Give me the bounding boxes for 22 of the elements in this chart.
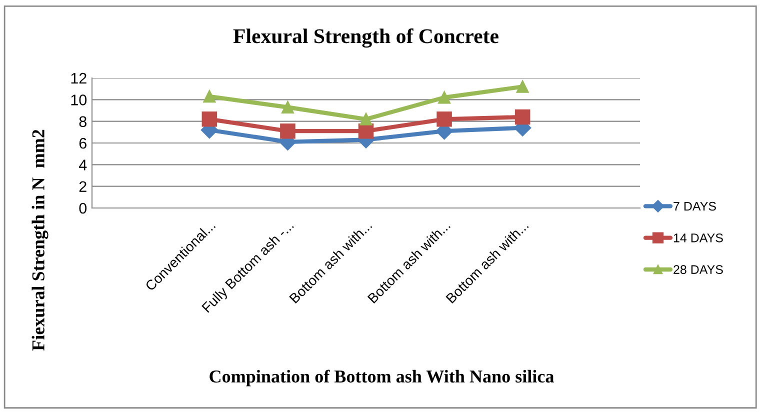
legend-label: 28 DAYS	[674, 265, 723, 274]
y-tick-label: 8	[79, 116, 86, 128]
point	[203, 90, 216, 103]
y-tick-label: 12	[71, 72, 86, 84]
point	[514, 109, 530, 125]
y-tick-label: 4	[78, 160, 87, 170]
legend-label: 7 DAYS	[674, 202, 716, 211]
y-axis-title: Fiexural Strength in N mm2	[32, 130, 48, 351]
y-tick-label: 0	[79, 202, 87, 214]
point	[438, 91, 451, 104]
point	[280, 123, 296, 139]
point	[436, 112, 452, 127]
legend-label: 14 DAYS	[674, 233, 723, 242]
y-tick-label: 2	[79, 181, 86, 192]
y-tick-label: 6	[79, 138, 86, 149]
x-axis-title: Compination of Bottom ash With Nano silica	[210, 370, 554, 386]
y-tick-label: 10	[71, 94, 87, 106]
chart-title: Flexural Strength of Concrete	[233, 28, 498, 48]
point	[516, 80, 529, 93]
point	[202, 112, 218, 127]
point	[360, 112, 372, 126]
point	[281, 101, 294, 114]
